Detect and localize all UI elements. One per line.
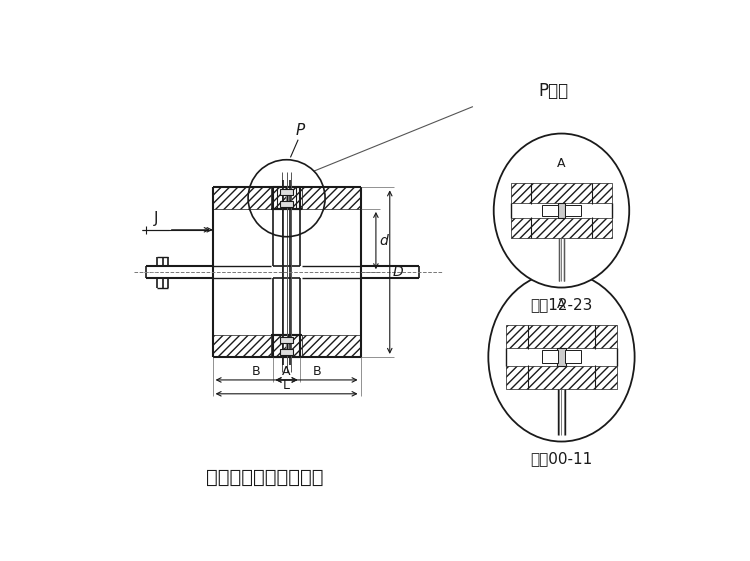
Polygon shape [272,187,301,209]
Polygon shape [512,183,611,203]
Text: 规格00-11: 规格00-11 [530,451,592,466]
Polygon shape [280,349,292,355]
Polygon shape [558,203,566,218]
Polygon shape [302,187,361,209]
Polygon shape [272,335,301,357]
Text: d: d [379,233,388,247]
Polygon shape [213,187,272,209]
Polygon shape [280,201,292,208]
Text: J: J [154,211,158,226]
Polygon shape [280,189,292,195]
Polygon shape [566,351,580,364]
Polygon shape [213,335,272,357]
Polygon shape [512,218,611,238]
Text: 键连结单型膜片联轴器: 键连结单型膜片联轴器 [206,468,324,488]
Polygon shape [273,335,302,357]
Polygon shape [566,205,580,216]
Text: 规格12-23: 规格12-23 [530,297,592,312]
Ellipse shape [494,134,629,288]
Text: B: B [312,365,321,378]
Text: A: A [282,365,291,378]
Text: D: D [393,265,404,279]
Polygon shape [542,351,557,364]
Polygon shape [280,337,292,343]
Text: A: A [557,298,566,311]
Polygon shape [542,205,557,216]
Polygon shape [506,366,617,389]
Ellipse shape [488,272,634,442]
Polygon shape [302,335,361,357]
Text: A: A [557,157,566,170]
Polygon shape [506,324,617,348]
Text: P放大: P放大 [538,82,568,100]
Text: B: B [252,365,261,378]
Polygon shape [273,187,302,209]
Polygon shape [557,348,566,366]
Text: P: P [296,123,305,138]
Text: L: L [283,379,290,392]
